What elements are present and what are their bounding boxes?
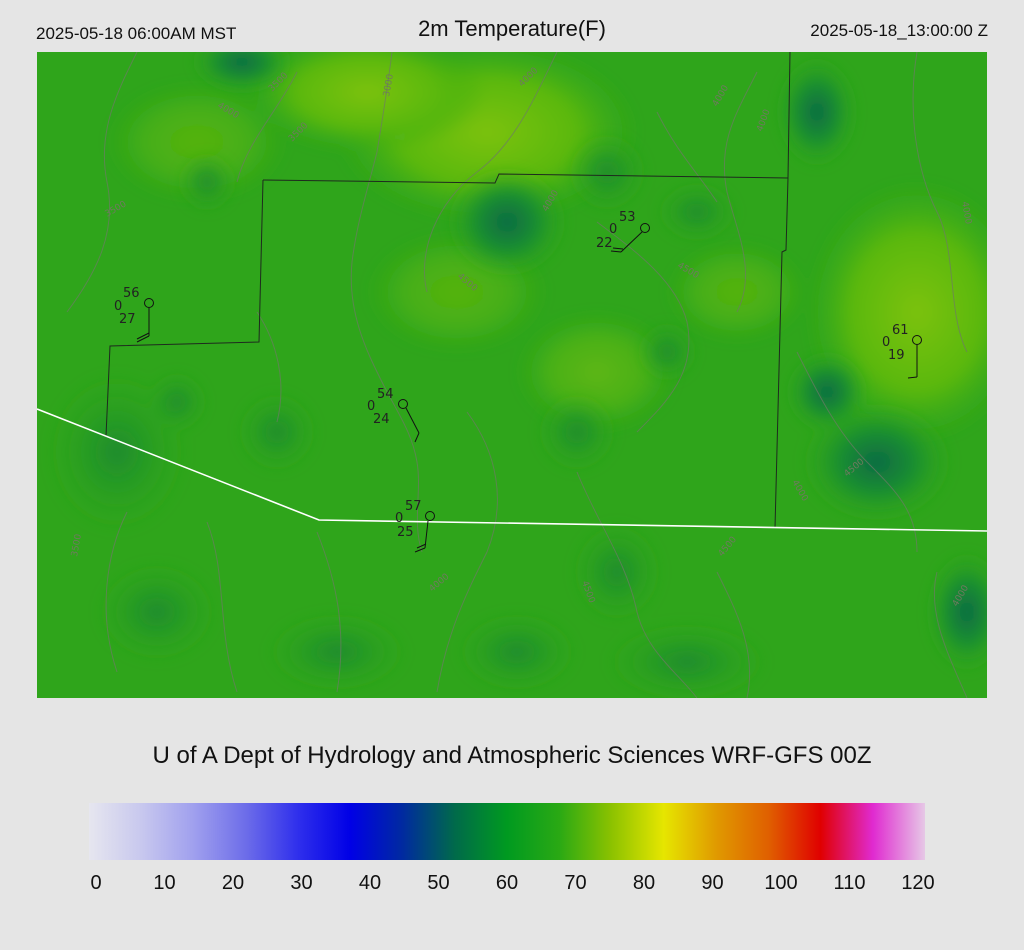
station-2-dew: 22	[596, 236, 613, 251]
colorbar-tick: 30	[290, 872, 313, 894]
station-1-mid: 0	[114, 299, 122, 314]
colorbar-tick-labels: 0 10 20 30 40 50 60 70 80 90 100 110 120	[0, 872, 1024, 902]
station-3-dew: 19	[888, 348, 905, 363]
cool-regions	[47, 52, 987, 698]
svg-text:3000: 3000	[382, 73, 396, 98]
colorbar-tick: 100	[764, 872, 798, 894]
county-boundaries	[105, 52, 791, 529]
station-2-temp: 53	[619, 210, 636, 225]
svg-text:3500: 3500	[70, 533, 84, 558]
colorbar-tick: 120	[901, 872, 935, 894]
station-markers: 56 0 27 53 0 22 61 0 19	[114, 210, 922, 553]
station-5-dew: 25	[397, 525, 414, 540]
station-1-dew: 27	[119, 312, 136, 327]
station-4-dew: 24	[373, 412, 390, 427]
temperature-map: 3000 3500 3500 4000 4000 4000 4000 3500 …	[37, 52, 987, 698]
colorbar-tick: 0	[90, 872, 102, 894]
model-credit: U of A Dept of Hydrology and Atmospheric…	[152, 742, 872, 769]
station-3-temp: 61	[892, 323, 909, 338]
station-2: 53 0 22	[596, 210, 650, 253]
station-5-mid: 0	[395, 511, 403, 526]
colorbar-tick: 70	[564, 872, 587, 894]
colorbar-tick: 10	[153, 872, 176, 894]
utc-time-label: 2025-05-18_13:00:00 Z	[810, 21, 988, 40]
colorbar-tick: 60	[495, 872, 519, 894]
station-3-mid: 0	[882, 335, 890, 350]
colorbar-tick: 110	[833, 872, 866, 894]
colorbar-tick: 40	[358, 872, 382, 894]
station-1-temp: 56	[123, 286, 140, 301]
map-title: 2m Temperature(F)	[418, 16, 606, 41]
station-5-temp: 57	[405, 499, 422, 514]
station-4: 54 0 24	[367, 387, 420, 443]
station-5: 57 0 25	[395, 499, 435, 553]
colorbar-tick: 20	[221, 872, 245, 894]
colorbar-tick: 50	[427, 872, 450, 894]
temperature-colorbar	[89, 803, 925, 860]
station-3: 61 0 19	[882, 323, 922, 379]
local-time-label: 2025-05-18 06:00AM MST	[36, 24, 237, 43]
elevation-contours	[66, 52, 968, 698]
station-4-temp: 54	[377, 387, 394, 402]
station-2-mid: 0	[609, 222, 617, 237]
colorbar-tick: 90	[701, 872, 724, 894]
station-4-mid: 0	[367, 399, 375, 414]
station-1: 56 0 27	[114, 286, 154, 343]
colorbar-tick: 80	[632, 872, 656, 894]
state-boundary	[37, 408, 987, 532]
svg-text:4000: 4000	[959, 201, 973, 226]
